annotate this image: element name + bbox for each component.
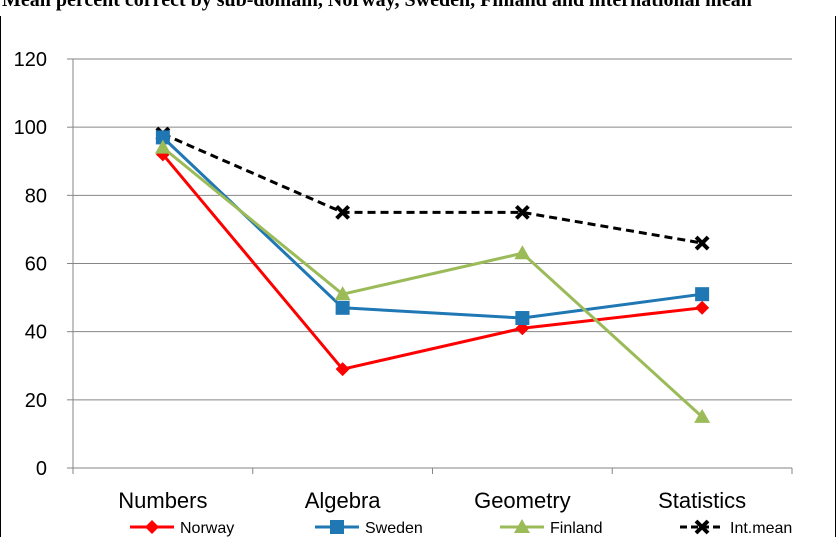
data-point-sweden (515, 311, 530, 326)
x-marker-stroke (335, 204, 351, 220)
legend-label: Sweden (365, 520, 423, 537)
x-marker-stroke (694, 519, 710, 535)
legend-item-finland: Finland (500, 519, 602, 537)
x-category-label: Statistics (658, 488, 746, 513)
chart-frame (0, 16, 836, 537)
legend-label: Finland (550, 520, 602, 537)
data-point-finland (514, 245, 531, 260)
y-tick-label: 100 (14, 117, 47, 139)
series-layer (154, 126, 711, 423)
legend-swatch-marker (330, 520, 344, 534)
legend-item-norway: Norway (130, 520, 234, 537)
data-point-norway (695, 300, 710, 315)
series-line-finland (161, 146, 704, 418)
data-point-int-mean (694, 235, 710, 251)
legend-swatch-marker (145, 520, 159, 534)
y-tick-label: 80 (25, 185, 47, 207)
data-point-finland (334, 286, 351, 301)
series-finland (154, 139, 711, 423)
x-category-label: Algebra (305, 488, 382, 513)
x-marker-stroke (514, 204, 530, 220)
data-point-sweden (155, 130, 170, 145)
data-point-sweden (335, 300, 350, 315)
series-line-norway (161, 153, 703, 371)
legend-item-int-mean: Int.mean (680, 519, 792, 537)
series-norway (155, 147, 710, 377)
x-category-label: Geometry (474, 488, 571, 513)
data-point-sweden (695, 287, 710, 302)
data-point-finland (154, 139, 171, 154)
y-tick-label: 40 (25, 322, 47, 344)
data-point-norway (335, 362, 350, 377)
data-point-finland (694, 408, 711, 423)
chart-header-strip: Mean percent correct by sub-domain, Norw… (0, 0, 837, 16)
legend-label: Int.mean (730, 520, 792, 537)
y-tick-label: 20 (25, 390, 47, 412)
legend: Norway Sweden Finland Int.mean (130, 519, 792, 537)
gridlines (73, 58, 792, 401)
series-sweden (155, 130, 710, 326)
legend-swatch-marker (514, 519, 530, 533)
legend-item-sweden: Sweden (315, 520, 423, 537)
x-category-label: Numbers (118, 488, 207, 513)
series-line-int-mean (162, 132, 703, 245)
y-tick-label: 120 (14, 49, 47, 71)
data-point-int-mean (514, 204, 530, 220)
series-line-sweden (161, 136, 703, 320)
axes: 0 20 40 60 80 100 120 Numbers Algebra Geometry Sta… (14, 49, 793, 513)
data-point-int-mean (335, 204, 351, 220)
y-tick-label: 60 (25, 254, 47, 276)
x-marker-stroke (694, 235, 710, 251)
series-int-mean (155, 126, 710, 251)
y-tick-label: 0 (36, 458, 47, 480)
legend-swatch-marker (694, 519, 710, 535)
chart-header-text: Mean percent correct by sub-domain, Norw… (2, 0, 752, 11)
legend-label: Norway (180, 520, 234, 537)
